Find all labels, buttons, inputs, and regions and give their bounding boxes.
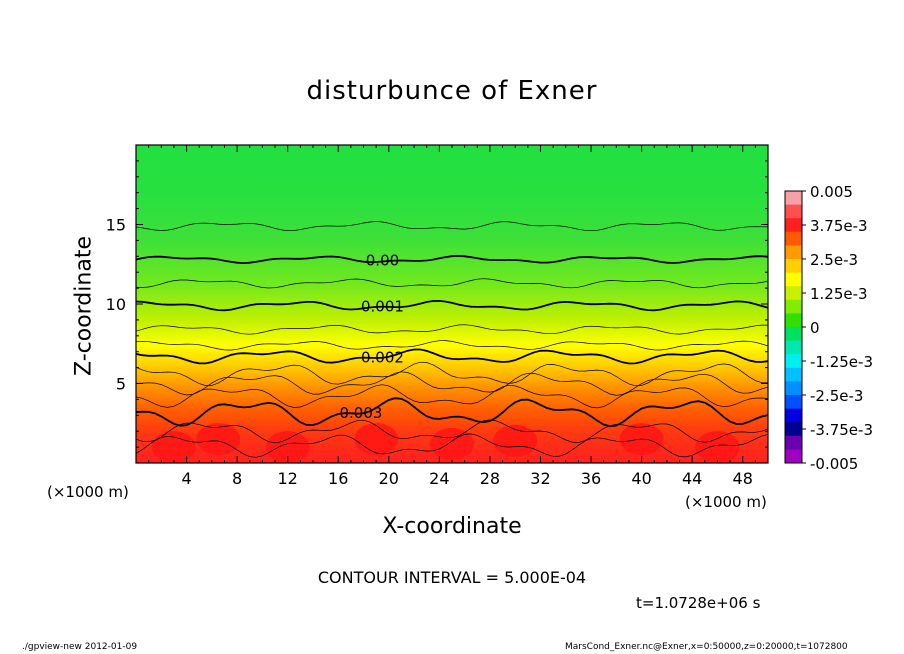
colorbar-swatch [785, 354, 802, 369]
x-tick-label: 40 [631, 469, 651, 488]
colorbar-swatch [785, 435, 802, 450]
x-axis-unit: (×1000 m) [685, 493, 767, 511]
y-axis-label: Z-coordinate [71, 236, 97, 376]
contour-line-minor-7 [136, 340, 768, 351]
x-tick-label: 48 [733, 469, 753, 488]
contour-line-minor-6 [136, 324, 768, 335]
x-tick-label: 8 [232, 469, 242, 488]
surface-blob-5 [493, 424, 538, 457]
surface-blob-4 [430, 427, 474, 460]
colorbar-swatch [785, 272, 802, 287]
y-tick-label: 15 [106, 216, 126, 235]
colorbar-swatch [785, 299, 802, 314]
x-tick-label: 20 [379, 469, 399, 488]
x-tick-label: 36 [581, 469, 601, 488]
colorbar-swatch [785, 408, 802, 423]
contour-interval-note: CONTOUR INTERVAL = 5.000E-04 [317, 568, 587, 587]
colorbar-swatch [785, 422, 802, 437]
colorbar-label: 0.005 [810, 183, 853, 201]
surface-blob-7 [695, 431, 740, 463]
colorbar-swatch [785, 381, 802, 396]
plot-area [136, 145, 768, 463]
contour-line-minor-4 [136, 221, 768, 232]
colorbar-swatch [785, 231, 802, 246]
colorbar-swatch [785, 191, 802, 206]
colorbar-label: 2.5e-3 [810, 251, 858, 269]
colorbar-swatch [785, 327, 802, 342]
colorbar-swatch [785, 367, 802, 382]
colorbar-swatch [785, 286, 802, 301]
colorbar-label: 1.25e-3 [810, 285, 868, 303]
x-tick-label: 16 [328, 469, 348, 488]
colorbar-swatch [785, 340, 802, 355]
y-axis-unit: (×1000 m) [47, 483, 129, 501]
contour-label: 0.001 [361, 298, 404, 316]
x-tick-label: 24 [429, 469, 449, 488]
colorbar-label: -1.25e-3 [810, 353, 873, 371]
contour-line-0.00 [136, 254, 768, 265]
contour-label: 0.003 [340, 404, 383, 422]
surface-blob-3 [354, 423, 399, 456]
colorbar-swatch [785, 259, 802, 274]
contour-line-minor-12 [136, 433, 768, 458]
time-stamp: t=1.0728e+06 s [636, 594, 761, 612]
x-tick-label: 28 [480, 469, 500, 488]
contour-line-minor-5 [136, 278, 768, 289]
x-axis-label: X-coordinate [382, 514, 522, 539]
contour-line-0.001 [136, 299, 768, 312]
contour-label: 0.00 [366, 251, 399, 269]
contour-line-minor-9 [136, 371, 768, 396]
contour-line-0.002 [136, 348, 768, 365]
surface-blob-2 [265, 431, 310, 463]
color-field [136, 145, 768, 463]
surface-blob-1 [196, 423, 241, 456]
colorbar-swatch [785, 449, 802, 464]
contour-line-minor-11 [136, 419, 768, 444]
colorbar-swatch [785, 218, 802, 233]
colorbar-swatch [785, 204, 802, 219]
x-tick-label: 4 [181, 469, 191, 488]
x-tick-label: 32 [530, 469, 550, 488]
footer-left: ./gpview-new 2012-01-09 [22, 642, 138, 652]
colorbar-label: -0.005 [810, 455, 858, 473]
colorbar-label: -2.5e-3 [810, 387, 863, 405]
colorbar-swatch [785, 395, 802, 410]
contour-line-0.003 [136, 397, 768, 428]
y-tick-label: 5 [116, 375, 126, 394]
colorbar-label: 3.75e-3 [810, 217, 868, 235]
contour-line-minor-10 [136, 384, 768, 409]
colorbar-label: -3.75e-3 [810, 421, 873, 439]
x-tick-label: 44 [682, 469, 702, 488]
chart-title: disturbunce of Exner [306, 76, 598, 106]
contour-line-minor-8 [136, 361, 768, 387]
x-tick-label: 12 [278, 469, 298, 488]
contour-label: 0.002 [361, 348, 404, 366]
colorbar-swatch [785, 245, 802, 260]
colorbar-swatch [785, 313, 802, 328]
footer-right: MarsCond_Exner.nc@Exner,x=0:50000,z=0:20… [565, 642, 848, 652]
y-tick-label: 10 [106, 295, 126, 314]
colorbar-label: 0 [810, 319, 820, 337]
surface-blob-0 [151, 431, 196, 463]
